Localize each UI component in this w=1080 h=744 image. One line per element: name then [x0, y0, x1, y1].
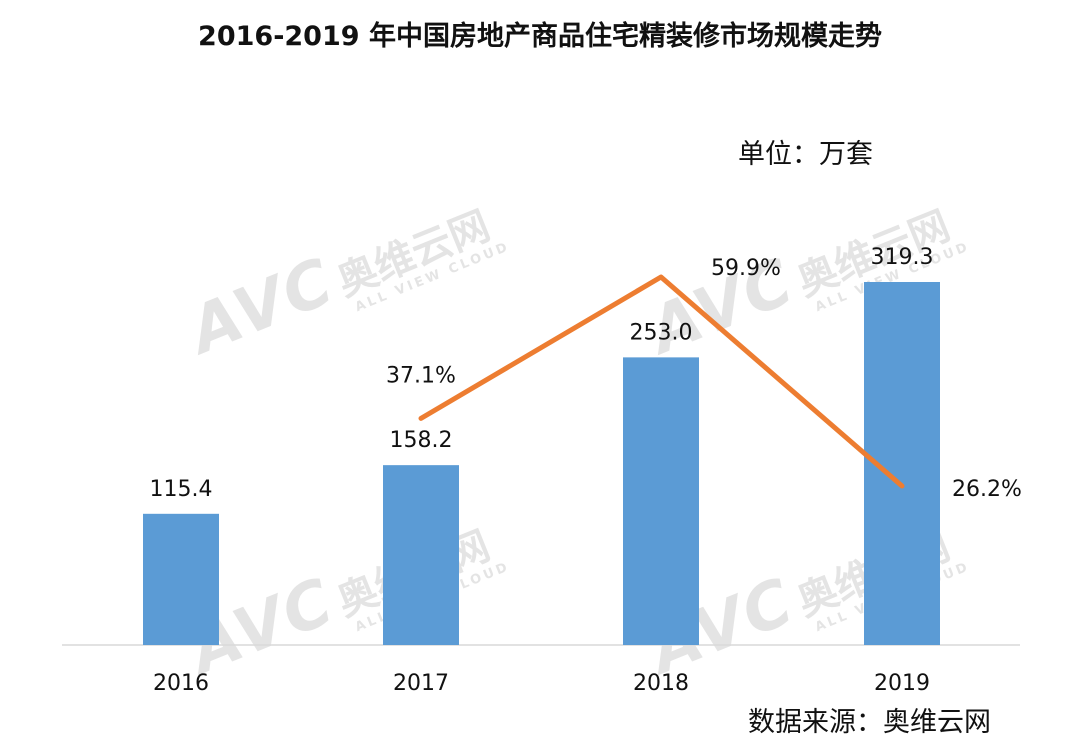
source-label: 数据来源：奥维云网	[748, 707, 991, 738]
x-tick-label-2019: 2019	[874, 671, 930, 696]
unit-label: 单位：万套	[738, 139, 873, 170]
growth-rate-label-2017: 37.1%	[386, 363, 456, 388]
bar-2017	[383, 465, 459, 645]
bar-2016	[143, 513, 219, 645]
bar-value-label-2018: 253.0	[630, 320, 693, 345]
growth-rate-label-2018: 59.9%	[711, 256, 781, 281]
x-tick-label-2017: 2017	[393, 671, 449, 696]
chart-title: 2016-2019 年中国房地产商品住宅精装修市场规模走势	[198, 21, 882, 52]
x-tick-label-2016: 2016	[153, 671, 209, 696]
x-tick-label-2018: 2018	[633, 671, 689, 696]
bar-value-label-2019: 319.3	[871, 245, 934, 270]
bar-value-label-2017: 158.2	[390, 428, 453, 453]
growth-rate-label-2019: 26.2%	[952, 477, 1022, 502]
bar-value-label-2016: 115.4	[150, 477, 213, 502]
growth-rate-line	[418, 274, 905, 489]
bar-2018	[623, 357, 699, 645]
